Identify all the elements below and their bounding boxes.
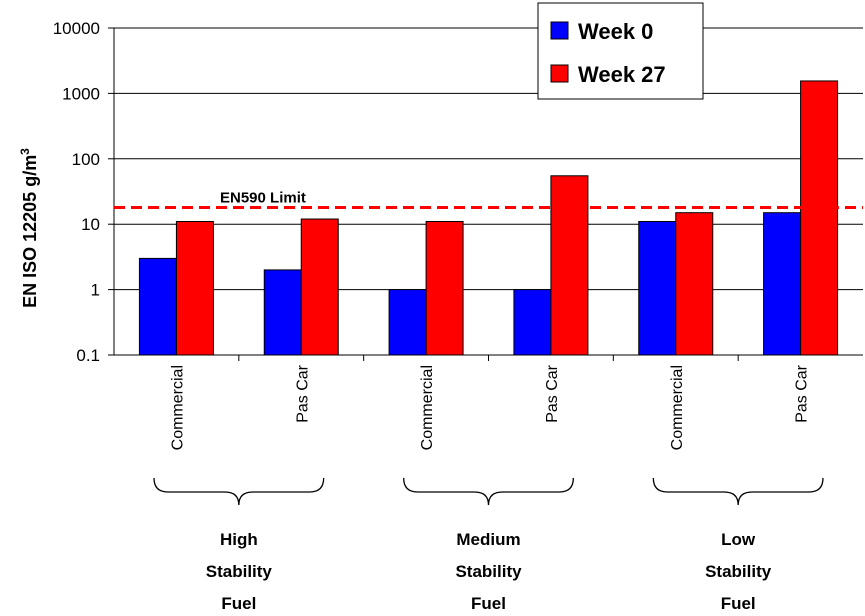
legend: Week 0 Week 27 — [537, 2, 704, 100]
bar-week-0 — [638, 220, 677, 356]
y-tick-label: 100 — [72, 150, 100, 169]
limit-line-label: EN590 Limit — [220, 190, 306, 207]
category-label: Pas Car — [794, 364, 811, 422]
group-label-line3: Fuel — [721, 594, 756, 613]
group-label-line2: Stability — [455, 562, 522, 581]
bar-week-27 — [550, 175, 589, 356]
y-axis-label: EN ISO 12205 g/m3 — [18, 148, 40, 308]
legend-box — [537, 2, 704, 100]
group-label-line3: Fuel — [221, 594, 256, 613]
group-labels: High Stability Fuel Medium Stability Fuel Low S… — [206, 530, 772, 613]
limit-line-group: EN590 Limit — [114, 190, 863, 210]
group-brace — [153, 477, 325, 506]
category-label: Pas Car — [544, 364, 561, 422]
group-brace — [652, 477, 824, 506]
bar-week-0 — [263, 269, 302, 356]
legend-swatch — [550, 64, 569, 83]
bar-week-0 — [388, 289, 427, 356]
legend-label: Week 27 — [578, 62, 666, 87]
bar-week-27 — [175, 220, 214, 356]
category-label: Commercial — [169, 365, 186, 450]
group-braces — [153, 477, 824, 506]
category-label: Commercial — [419, 365, 436, 450]
group-label-line2: Stability — [206, 562, 273, 581]
bar-week-0 — [513, 289, 552, 356]
y-axis-label-sup: 3 — [18, 148, 32, 155]
bar-week-27 — [800, 80, 839, 356]
group-label-line1: High — [220, 530, 258, 549]
legend-label: Week 0 — [578, 19, 653, 44]
bar-week-27 — [675, 212, 714, 356]
group-brace — [403, 477, 574, 506]
axes — [108, 27, 863, 361]
group-label-line1: Low — [721, 530, 756, 549]
y-axis-label-main: EN ISO 12205 g/m — [20, 155, 40, 308]
gridlines — [114, 27, 863, 291]
category-label: Pas Car — [294, 364, 311, 422]
y-tick-labels: 0.1 1 10 100 1000 10000 — [53, 19, 100, 365]
category-label: Commercial — [669, 365, 686, 450]
y-tick-label: 1 — [91, 281, 100, 300]
y-tick-label: 1000 — [62, 84, 100, 103]
group-label-line2: Stability — [705, 562, 772, 581]
group-label-line1: Medium — [456, 530, 520, 549]
y-tick-label: 0.1 — [76, 346, 100, 365]
bar-week-0 — [763, 212, 802, 356]
bar-week-0 — [138, 257, 177, 356]
bar-week-27 — [300, 218, 339, 356]
category-labels: Commercial Pas Car Commercial Pas Car Commer… — [169, 364, 810, 450]
legend-swatch — [550, 21, 569, 40]
y-tick-label: 10000 — [53, 19, 100, 38]
y-tick-label: 10 — [81, 215, 100, 234]
bar-week-27 — [425, 220, 464, 356]
group-label-line3: Fuel — [471, 594, 506, 613]
bars — [138, 80, 839, 356]
